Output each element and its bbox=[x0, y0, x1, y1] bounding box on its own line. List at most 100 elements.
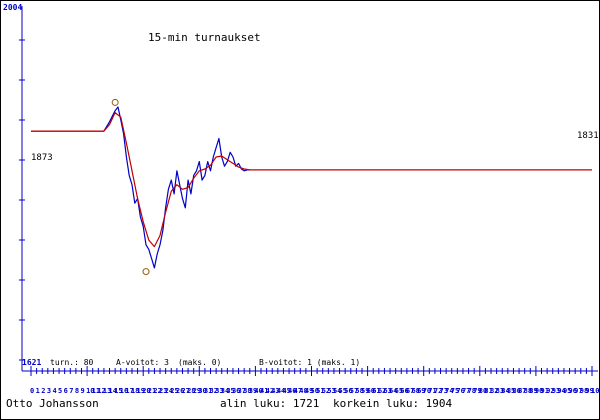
x-tick-label: 99 bbox=[585, 387, 593, 395]
x-tick-label: 0 bbox=[30, 387, 34, 395]
rating-line-2 bbox=[31, 111, 592, 248]
x-tick-label: 29 bbox=[193, 387, 201, 395]
x-tick-label: 19 bbox=[137, 387, 145, 395]
x-tick-label: 32 bbox=[210, 387, 218, 395]
x-tick-label: 59 bbox=[361, 387, 369, 395]
x-tick-label: 80 bbox=[479, 387, 487, 395]
x-tick-label: 88 bbox=[524, 387, 532, 395]
x-tick-label: 44 bbox=[277, 387, 285, 395]
x-tick-label: 91 bbox=[541, 387, 549, 395]
x-tick-label: 14 bbox=[109, 387, 117, 395]
x-tick-label: 26 bbox=[176, 387, 184, 395]
x-tick-label: 62 bbox=[378, 387, 386, 395]
x-tick-label: 50 bbox=[311, 387, 319, 395]
x-tick-label: 67 bbox=[406, 387, 414, 395]
x-tick-label: 81 bbox=[484, 387, 492, 395]
x-tick-label: 18 bbox=[131, 387, 139, 395]
x-tick-label: 64 bbox=[389, 387, 397, 395]
end-rating-label: 1831 bbox=[577, 131, 599, 141]
x-tick-label: 74 bbox=[445, 387, 453, 395]
x-tick-label: 82 bbox=[490, 387, 498, 395]
x-tick-label: 94 bbox=[557, 387, 565, 395]
chart-title: 15-min turnaukset bbox=[148, 31, 261, 44]
x-tick-label: 66 bbox=[400, 387, 408, 395]
x-tick-label: 30 bbox=[198, 387, 206, 395]
x-tick-label: 17 bbox=[125, 387, 133, 395]
x-tick-label: 73 bbox=[440, 387, 448, 395]
x-tick-label: 43 bbox=[271, 387, 279, 395]
x-tick-label: 56 bbox=[344, 387, 352, 395]
lowest-rating: alin luku: 1721 bbox=[220, 397, 320, 410]
x-tick-label: 85 bbox=[507, 387, 515, 395]
x-tick-label: 7 bbox=[69, 387, 73, 395]
extreme-marker-2 bbox=[142, 268, 150, 276]
x-tick-label: 23 bbox=[159, 387, 167, 395]
x-tick-label: 31 bbox=[204, 387, 212, 395]
x-tick-label: 49 bbox=[305, 387, 313, 395]
x-tick-label: 86 bbox=[512, 387, 520, 395]
x-tick-label: 16 bbox=[120, 387, 128, 395]
x-tick-label: 36 bbox=[232, 387, 240, 395]
x-tick-label: 20 bbox=[142, 387, 150, 395]
x-tick-label: 57 bbox=[350, 387, 358, 395]
a-wins: A-voitot: 3 bbox=[116, 358, 169, 367]
x-tick-label: 39 bbox=[249, 387, 257, 395]
x-tick-label: 92 bbox=[546, 387, 554, 395]
x-tick-label: 22 bbox=[153, 387, 161, 395]
x-tick-label: 27 bbox=[181, 387, 189, 395]
x-tick-label: 77 bbox=[462, 387, 470, 395]
start-rating-label: 1873 bbox=[31, 153, 53, 163]
x-tick-label: 35 bbox=[226, 387, 234, 395]
x-tick-label: 6 bbox=[64, 387, 68, 395]
x-tick-label: 4 bbox=[52, 387, 56, 395]
x-tick-label: 65 bbox=[395, 387, 403, 395]
x-tick-label: 28 bbox=[187, 387, 195, 395]
rating-range: alin luku: 1721 korkein luku: 1904 bbox=[220, 397, 452, 410]
x-tick-label: 11 bbox=[92, 387, 100, 395]
x-tick-label: 46 bbox=[288, 387, 296, 395]
b-wins: B-voitot: 1 (maks. 1) bbox=[259, 358, 361, 367]
x-tick-label: 63 bbox=[383, 387, 391, 395]
x-tick-label: 21 bbox=[148, 387, 156, 395]
a-wins-max: (maks. 0) bbox=[178, 358, 222, 367]
x-tick-label: 33 bbox=[215, 387, 223, 395]
x-tick-label: 97 bbox=[574, 387, 582, 395]
x-tick-label: 45 bbox=[282, 387, 290, 395]
extreme-marker-1 bbox=[111, 98, 119, 106]
x-tick-label: 96 bbox=[569, 387, 577, 395]
y-max-label: 2004 bbox=[3, 3, 23, 12]
x-tick-label: 34 bbox=[221, 387, 229, 395]
x-tick-label: 2 bbox=[41, 387, 45, 395]
x-tick-label: 95 bbox=[563, 387, 571, 395]
x-tick-label: 61 bbox=[372, 387, 380, 395]
x-tick-label: 48 bbox=[299, 387, 307, 395]
x-tick-label: 12 bbox=[97, 387, 105, 395]
x-tick-label: 52 bbox=[322, 387, 330, 395]
x-tick-label: 75 bbox=[451, 387, 459, 395]
x-tick-label: 54 bbox=[333, 387, 341, 395]
x-tick-label: 51 bbox=[316, 387, 324, 395]
x-tick-label: 98 bbox=[580, 387, 588, 395]
x-tick-label: 84 bbox=[501, 387, 509, 395]
x-tick-label: 55 bbox=[339, 387, 347, 395]
x-tick-label: 3 bbox=[47, 387, 51, 395]
y-min-label: 1621 bbox=[22, 358, 42, 367]
x-tick-label: 10 bbox=[86, 387, 94, 395]
x-tick-label: 24 bbox=[165, 387, 173, 395]
x-tick-label: 93 bbox=[552, 387, 560, 395]
x-tick-label: 58 bbox=[355, 387, 363, 395]
x-tick-label: 71 bbox=[428, 387, 436, 395]
x-tick-label: 8 bbox=[75, 387, 79, 395]
x-tick-label: 37 bbox=[238, 387, 246, 395]
x-tick-label: 70 bbox=[423, 387, 431, 395]
x-tick-label: 25 bbox=[170, 387, 178, 395]
games-count: turn.: 80 bbox=[50, 358, 94, 367]
x-tick-label: 41 bbox=[260, 387, 268, 395]
x-tick-label: 79 bbox=[473, 387, 481, 395]
x-tick-label: 53 bbox=[327, 387, 335, 395]
x-tick-label: 90 bbox=[535, 387, 543, 395]
highest-rating: korkein luku: 1904 bbox=[332, 397, 453, 410]
x-tick-label: 100 bbox=[591, 387, 600, 395]
